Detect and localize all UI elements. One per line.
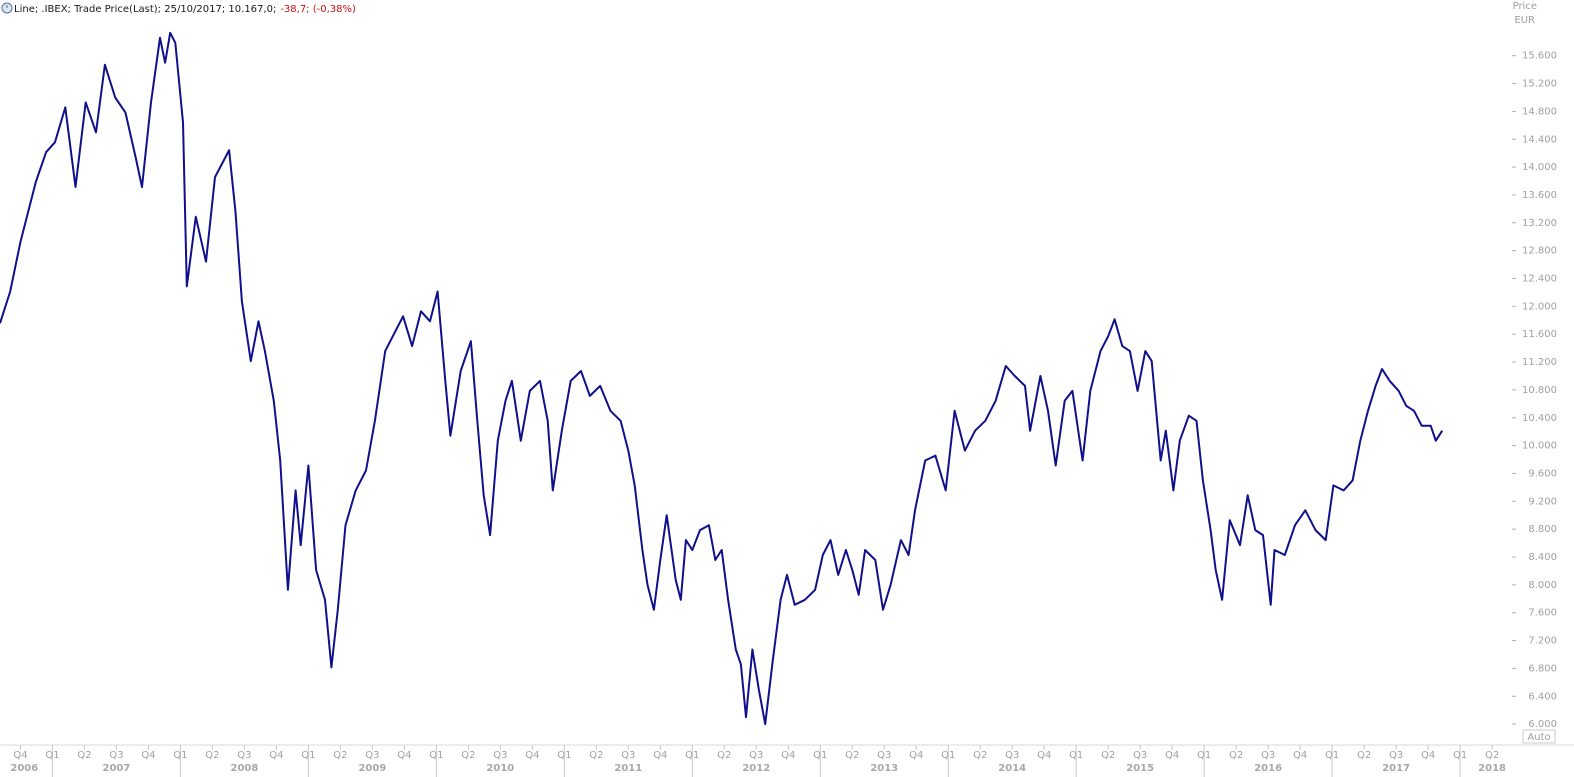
year-label: 2006 (10, 763, 38, 774)
change-text: -38,7; (-0,38%) (280, 4, 356, 15)
year-label: 2018 (1478, 763, 1506, 774)
x-tick-label: Q1 (45, 750, 59, 761)
y-tick-label: 14.800 (1522, 106, 1557, 117)
year-label: 2011 (614, 763, 642, 774)
y-tick-label: 10.400 (1522, 413, 1557, 424)
x-tick-label: Q1 (429, 750, 443, 761)
y-tick-label: 10.000 (1522, 441, 1557, 452)
x-tick-label: Q4 (909, 750, 923, 761)
year-label: 2017 (1382, 763, 1410, 774)
x-tick-label: Q3 (1133, 750, 1147, 761)
year-label: 2013 (870, 763, 898, 774)
price-line (0, 31, 1444, 726)
y-tick-label: 12.400 (1522, 274, 1557, 285)
year-label: 2014 (998, 763, 1026, 774)
x-tick-label: Q4 (525, 750, 539, 761)
year-label: 2010 (486, 763, 514, 774)
x-tick-label: Q1 (1325, 750, 1339, 761)
y-tick-label: 8.800 (1528, 524, 1557, 535)
x-tick-label: Q1 (813, 750, 827, 761)
x-tick-label: Q4 (653, 750, 667, 761)
x-tick-label: Q4 (781, 750, 795, 761)
y-tick-label: 13.600 (1522, 190, 1557, 201)
y-tick-label: 8.000 (1528, 580, 1557, 591)
x-tick-label: Q1 (1197, 750, 1211, 761)
x-tick-label: Q4 (397, 750, 411, 761)
x-tick-label: Q1 (941, 750, 955, 761)
x-tick-label: Q3 (237, 750, 251, 761)
x-tick-label: Q3 (621, 750, 635, 761)
x-tick-label: Q1 (173, 750, 187, 761)
y-tick-label: 11.600 (1522, 329, 1557, 340)
chart-title: Line; .IBEX; Trade Price(Last); 25/10/20… (14, 4, 276, 15)
y-tick-label: 6.000 (1528, 719, 1557, 730)
x-tick-label: Q1 (685, 750, 699, 761)
x-tick-label: Q3 (109, 750, 123, 761)
axis-label: Price (1513, 1, 1537, 12)
x-tick-label: Q3 (1261, 750, 1275, 761)
y-tick-label: 12.000 (1522, 301, 1557, 312)
x-tick-label: Q3 (1005, 750, 1019, 761)
x-tick-label: Q2 (1229, 750, 1243, 761)
x-tick-label: Q4 (1293, 750, 1307, 761)
x-tick-label: Q2 (333, 750, 347, 761)
x-tick-label: Q4 (1421, 750, 1435, 761)
x-tick-label: Q4 (1165, 750, 1179, 761)
y-tick-label: 8.400 (1528, 552, 1557, 563)
year-label: 2012 (742, 763, 770, 774)
year-label: 2016 (1254, 763, 1282, 774)
x-tick-label: Q2 (77, 750, 91, 761)
y-tick-label: 6.800 (1528, 663, 1557, 674)
x-tick-label: Q2 (1485, 750, 1499, 761)
x-tick-label: Q2 (717, 750, 731, 761)
x-tick-label: Q3 (877, 750, 891, 761)
year-label: 2007 (103, 763, 131, 774)
auto-scale-button[interactable] (1522, 729, 1556, 744)
header: Line; .IBEX; Trade Price(Last); 25/10/20… (1, 2, 356, 15)
y-tick-label: 10.800 (1522, 385, 1557, 396)
x-tick-label: Q2 (589, 750, 603, 761)
auto-scale-label[interactable]: Auto (1527, 732, 1550, 743)
x-tick-label: Q2 (1357, 750, 1371, 761)
x-tick-label: Q3 (365, 750, 379, 761)
y-tick-label: 15.600 (1522, 51, 1557, 62)
y-tick-label: 9.200 (1528, 496, 1557, 507)
year-label: 2015 (1126, 763, 1154, 774)
x-tick-label: Q1 (557, 750, 571, 761)
x-tick-label: Q4 (13, 750, 27, 761)
y-tick-label: 11.200 (1522, 357, 1557, 368)
x-tick-label: Q2 (461, 750, 475, 761)
x-tick-label: Q2 (1101, 750, 1115, 761)
x-tick-label: Q2 (845, 750, 859, 761)
x-tick-label: Q1 (1069, 750, 1083, 761)
x-tick-label: Q3 (1389, 750, 1403, 761)
year-label: 2008 (230, 763, 258, 774)
y-tick-label: 12.800 (1522, 246, 1557, 257)
x-tick-label: Q4 (141, 750, 155, 761)
x-tick-label: Q1 (1453, 750, 1467, 761)
y-tick-label: 7.600 (1528, 608, 1557, 619)
x-tick-label: Q1 (301, 750, 315, 761)
y-tick-label: 7.200 (1528, 636, 1557, 647)
y-tick-label: 15.200 (1522, 79, 1557, 90)
y-tick-label: 9.600 (1528, 468, 1557, 479)
axis-unit: EUR (1514, 15, 1535, 26)
x-tick-label: Q4 (269, 750, 283, 761)
y-tick-label: 13.200 (1522, 218, 1557, 229)
x-tick-label: Q2 (205, 750, 219, 761)
y-tick-label: 14.000 (1522, 162, 1557, 173)
y-tick-label: 6.400 (1528, 691, 1557, 702)
x-tick-label: Q3 (493, 750, 507, 761)
year-label: 2009 (358, 763, 386, 774)
x-tick-label: Q4 (1037, 750, 1051, 761)
y-tick-label: 14.400 (1522, 134, 1557, 145)
x-tick-label: Q2 (973, 750, 987, 761)
x-tick-label: Q3 (749, 750, 763, 761)
